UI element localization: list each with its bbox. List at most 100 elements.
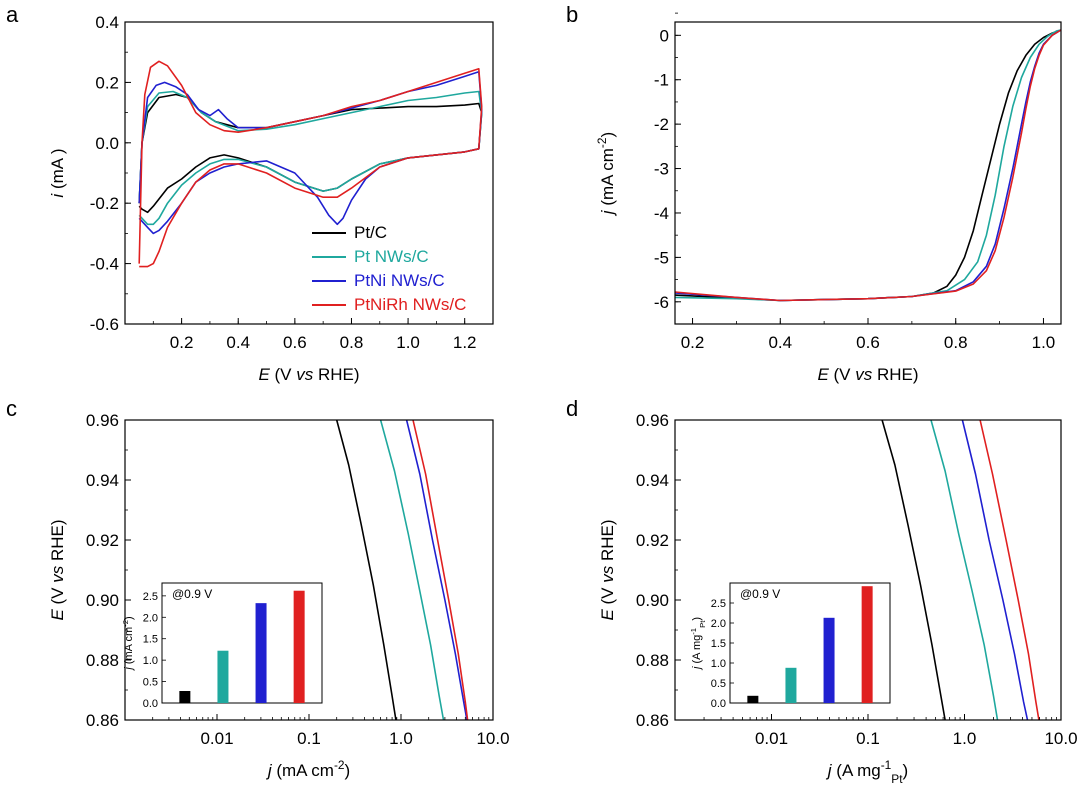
inset-bar-pt-nws-c — [217, 650, 229, 703]
inset-y-tick-label: 2.5 — [711, 598, 726, 610]
y-tick-label: 0.88 — [86, 651, 119, 670]
inset-bar-pt-nws-c — [785, 667, 797, 703]
panel-label-a: a — [6, 2, 19, 27]
y-tick-label: -0.6 — [90, 315, 119, 334]
y-tick-label: -1 — [654, 71, 669, 90]
series-line-ptni-nws-c — [961, 420, 1029, 720]
x-tick-label: 10.0 — [1044, 729, 1077, 748]
inset-bar-pt-c — [747, 695, 759, 703]
x-tick-label: 1.0 — [396, 333, 420, 352]
x-tick-label: 1.0 — [953, 729, 977, 748]
inset-bar-ptni-nws-c — [255, 603, 267, 703]
y-axis-title: E (V vs RHE) — [48, 519, 67, 620]
inset-y-tick-label: 1.0 — [143, 655, 158, 667]
y-tick-label: -5 — [654, 248, 669, 267]
x-tick-label: 0.1 — [856, 729, 880, 748]
series-line-ptni-nws-c — [138, 71, 483, 235]
x-tick-label: 0.6 — [856, 333, 880, 352]
inset-y-tick-label: 0.5 — [143, 677, 158, 689]
series-line-pt-c — [881, 420, 946, 720]
inset-bar-ptnirh-nws-c — [861, 586, 873, 703]
y-tick-label: 0.86 — [86, 711, 119, 730]
y-tick-label: -3 — [654, 160, 669, 179]
inset-note: @0.9 V — [740, 587, 780, 601]
panel-c: c 0.86 0.88 0.90 0.92 0.94 0.96 0.01 0.1 1.0 10.0 j… — [6, 396, 510, 780]
inset-bar-chart: 0.0 0.5 1.0 1.5 2.0 2.5 @0.9 V j (A mg-1Pt) — [689, 582, 891, 710]
inset-y-tick-label: 1.5 — [143, 634, 158, 646]
inset-y-axis-title: j (mA cm-2) — [121, 616, 136, 671]
panel-d: d 0.86 0.88 0.90 0.92 0.94 0.96 0.01 0.1 1.0 10.0 j… — [566, 396, 1078, 786]
inset-y-tick-label: 2.0 — [711, 618, 726, 630]
y-tick-label: 0.92 — [86, 531, 119, 550]
y-tick-label: -4 — [654, 204, 669, 223]
panel-label-d: d — [566, 396, 578, 421]
y-axis-title: j (mA cm-2) — [595, 132, 617, 216]
x-tick-label: 0.01 — [200, 729, 233, 748]
x-axis-title: E (V vs RHE) — [258, 365, 359, 384]
y-tick-label: 0 — [660, 26, 669, 45]
x-tick-label: 0.2 — [681, 333, 705, 352]
inset-y-tick-label: 2.0 — [143, 612, 158, 624]
series-line-pt-c — [335, 420, 397, 720]
legend-label: PtNiRh NWs/C — [354, 295, 466, 314]
y-tick-label: -0.4 — [90, 255, 119, 274]
legend-label: PtNi NWs/C — [354, 271, 445, 290]
x-axis-title: j (A mg-1Pt) — [826, 758, 908, 786]
x-tick-label: 0.4 — [226, 333, 250, 352]
inset-y-tick-label: 1.5 — [711, 638, 726, 650]
series-line-pt-nws-c — [379, 420, 445, 720]
y-tick-label: 0.96 — [86, 411, 119, 430]
legend-label: Pt/C — [354, 223, 387, 242]
y-tick-label: 0.94 — [636, 471, 669, 490]
series-line-ptnirh-nws-c — [979, 420, 1040, 720]
y-tick-label: -6 — [654, 293, 669, 312]
x-tick-label: 0.4 — [768, 333, 792, 352]
panel-label-b: b — [566, 2, 578, 27]
x-tick-label: 0.1 — [297, 729, 321, 748]
inset-bar-chart: 0.0 0.5 1.0 1.5 2.0 2.5 @0.9 V j (mA cm-2) — [121, 582, 323, 710]
legend: Pt/C Pt NWs/C PtNi NWs/C PtNiRh NWs/C — [312, 223, 466, 314]
x-tick-label: 0.01 — [755, 729, 788, 748]
y-tick-label: 0.2 — [95, 73, 119, 92]
y-tick-label: 0.86 — [636, 711, 669, 730]
x-tick-label: 1.0 — [389, 729, 413, 748]
series-line-ptni-nws-c — [405, 420, 468, 720]
inset-y-tick-label: 0.5 — [711, 678, 726, 690]
x-tick-label: 0.8 — [340, 333, 364, 352]
panel-b: b -6 -5 -4 -3 -2 -1 0 0.2 0.4 0.6 0.8 1.0 E (V vs RHE… — [566, 2, 1062, 384]
series-line-ptnirh-nws-c — [675, 29, 1061, 302]
series-line-pt-c — [138, 93, 483, 214]
inset-y-tick-label: 0.0 — [143, 698, 158, 710]
inset-bar-ptnirh-nws-c — [293, 590, 305, 703]
inset-bar-pt-c — [179, 691, 191, 703]
x-tick-label: 0.8 — [944, 333, 968, 352]
inset-y-tick-label: 2.5 — [143, 591, 158, 603]
series-line-ptnirh-nws-c — [412, 420, 469, 720]
x-tick-label: 1.0 — [1032, 333, 1056, 352]
inset-y-tick-label: 1.0 — [711, 658, 726, 670]
x-tick-label: 0.6 — [283, 333, 307, 352]
series-line-pt-nws-c — [138, 90, 483, 226]
y-tick-label: 0.90 — [86, 591, 119, 610]
y-tick-label: 0.0 — [95, 134, 119, 153]
panel-a: a -0.6 -0.4 -0.2 0.0 0.2 0.4 0.2 0.4 0.6 0.8 1.0 1.2… — [6, 2, 494, 384]
inset-y-axis-title: j (A mg-1Pt) — [689, 617, 707, 671]
series-line-pt-nws-c — [930, 420, 999, 720]
y-tick-label: 0.96 — [636, 411, 669, 430]
y-tick-label: 0.92 — [636, 531, 669, 550]
y-tick-label: 0.88 — [636, 651, 669, 670]
y-tick-label: 0.90 — [636, 591, 669, 610]
x-axis-title: j (mA cm-2) — [266, 758, 350, 780]
inset-bar-ptni-nws-c — [823, 617, 835, 703]
x-tick-label: 0.2 — [170, 333, 194, 352]
y-tick-label: -2 — [654, 115, 669, 134]
inset-y-tick-label: 0.0 — [711, 698, 726, 710]
y-axis-title: E (V vs RHE) — [598, 519, 617, 620]
series-line-pt-nws-c — [675, 29, 1061, 302]
y-axis-title: i (mA ) — [48, 148, 67, 197]
x-tick-label: 10.0 — [476, 729, 509, 748]
plot-frame — [674, 21, 1062, 325]
panel-label-c: c — [6, 396, 17, 421]
series-line-ptni-nws-c — [675, 29, 1061, 302]
